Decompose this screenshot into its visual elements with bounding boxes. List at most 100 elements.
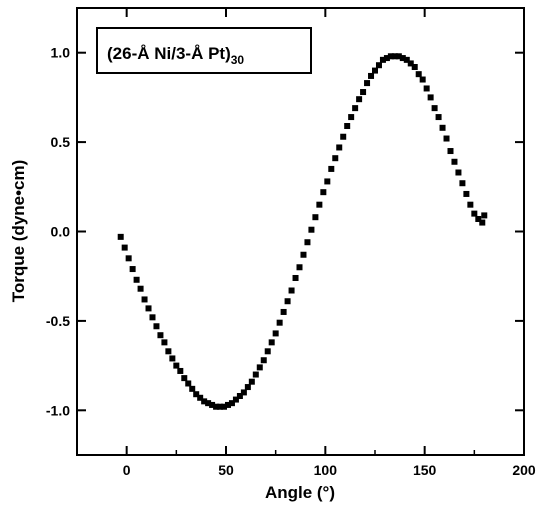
- data-point: [224, 401, 231, 408]
- data-point: [205, 400, 212, 407]
- data-point: [332, 155, 339, 162]
- data-point: [379, 56, 386, 63]
- data-point: [447, 148, 454, 155]
- data-point: [407, 60, 414, 67]
- data-point: [423, 85, 430, 92]
- y-tick-label: -0.5: [46, 313, 70, 329]
- data-point: [197, 394, 204, 401]
- data-point: [137, 285, 144, 292]
- data-point: [320, 189, 327, 196]
- legend-box: [96, 27, 312, 74]
- data-point: [292, 274, 299, 281]
- data-point: [300, 251, 307, 258]
- data-point: [383, 55, 390, 62]
- data-point: [475, 215, 482, 222]
- x-tick-label: 100: [314, 462, 338, 478]
- data-point: [240, 389, 247, 396]
- data-point: [356, 96, 363, 103]
- x-tick-label: 200: [512, 462, 536, 478]
- data-point: [328, 165, 335, 172]
- data-point: [481, 212, 488, 219]
- data-point: [415, 71, 422, 78]
- data-point: [304, 239, 311, 246]
- data-point: [308, 226, 315, 233]
- data-point: [364, 80, 371, 87]
- data-point: [411, 64, 418, 71]
- legend-label-subscript: 30: [231, 53, 245, 67]
- data-point: [133, 276, 140, 283]
- data-point: [177, 367, 184, 374]
- legend-label: (26-Å Ni/3-Å Pt)30: [107, 44, 244, 67]
- data-point: [121, 244, 128, 251]
- data-point: [117, 233, 124, 240]
- data-point: [360, 89, 367, 96]
- data-point: [399, 55, 406, 62]
- data-point: [443, 135, 450, 142]
- x-axis-label: Angle (°): [265, 483, 335, 502]
- data-point: [431, 105, 438, 112]
- data-point: [459, 180, 466, 187]
- data-point: [471, 210, 478, 217]
- data-point: [181, 375, 188, 382]
- data-point: [141, 296, 148, 303]
- data-point: [451, 158, 458, 165]
- data-point: [213, 403, 220, 410]
- data-point: [296, 264, 303, 271]
- data-point: [455, 169, 462, 176]
- data-point: [185, 380, 192, 387]
- y-axis-label: Torque (dyne•cm): [9, 160, 28, 303]
- y-tick-label: 1.0: [51, 45, 71, 61]
- data-point: [248, 378, 255, 385]
- data-point: [129, 266, 136, 273]
- data-point: [280, 308, 287, 315]
- data-point: [427, 94, 434, 101]
- data-point: [149, 314, 156, 321]
- data-point: [153, 323, 160, 330]
- data-point: [264, 348, 271, 355]
- data-point: [395, 53, 402, 60]
- data-point: [316, 201, 323, 208]
- data-point: [352, 105, 359, 112]
- data-point: [217, 403, 224, 410]
- data-point: [348, 114, 355, 121]
- data-point: [232, 396, 239, 403]
- data-point: [169, 355, 176, 362]
- data-point: [193, 391, 200, 398]
- data-point: [324, 178, 331, 185]
- data-point: [201, 398, 208, 405]
- data-point: [209, 401, 216, 408]
- data-point: [340, 133, 347, 140]
- data-point: [344, 123, 351, 130]
- data-point: [272, 330, 279, 337]
- y-axis-ticks: -1.0 -0.5 0.0 0.5 1.0: [46, 45, 524, 418]
- data-point: [467, 201, 474, 208]
- data-point: [391, 53, 398, 60]
- data-point: [161, 339, 168, 346]
- data-point: [256, 364, 263, 371]
- x-tick-label: 0: [123, 462, 131, 478]
- data-point: [228, 400, 235, 407]
- data-point: [336, 144, 343, 151]
- y-tick-label: 0.5: [51, 134, 71, 150]
- x-axis-ticks: 0 50 100 150 200: [123, 8, 536, 478]
- data-point: [284, 298, 291, 305]
- data-point: [189, 385, 196, 392]
- data-point: [125, 255, 132, 262]
- data-point: [276, 319, 283, 326]
- data-point: [435, 114, 442, 121]
- data-point: [268, 339, 275, 346]
- y-tick-label: -1.0: [46, 402, 70, 418]
- data-point: [312, 214, 319, 221]
- data-point: [387, 53, 394, 60]
- data-point: [145, 305, 152, 312]
- y-tick-label: 0.0: [51, 224, 71, 240]
- data-point: [372, 67, 378, 74]
- data-point: [439, 124, 446, 131]
- data-point: [479, 219, 486, 226]
- legend: (26-Å Ni/3-Å Pt)30: [96, 27, 312, 74]
- data-point: [236, 392, 243, 399]
- x-tick-label: 50: [218, 462, 234, 478]
- data-point: [221, 403, 228, 410]
- data-point: [288, 287, 295, 294]
